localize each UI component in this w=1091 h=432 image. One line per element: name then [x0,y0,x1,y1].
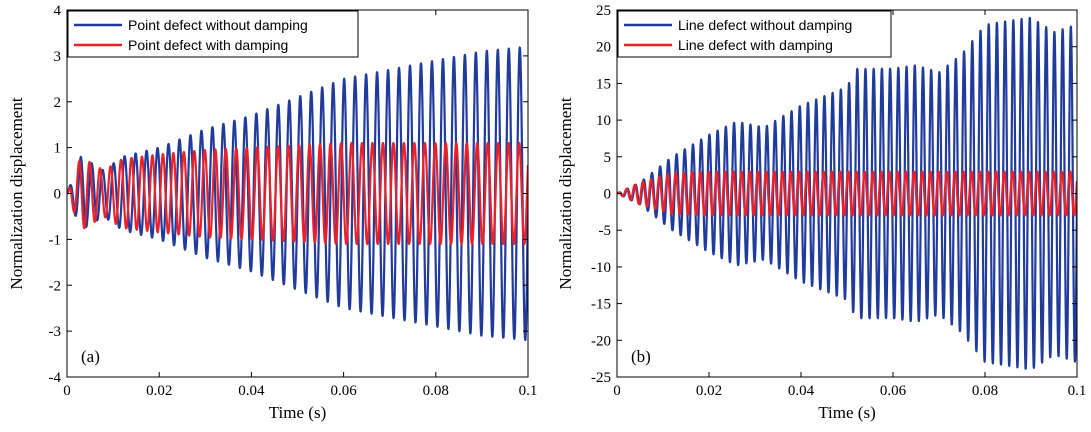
y-tick-label: 0 [54,187,62,203]
y-tick-label: 5 [604,150,612,166]
panel-label: (b) [631,347,651,366]
legend-box [67,10,359,58]
legend: Point defect without damping Point defect… [67,10,359,58]
legend: Line defect without damping Line defect w… [617,10,892,58]
x-tick-label: 0.04 [238,383,265,399]
chart-panel-2: 0 0.02 0.04 0.06 0.08 0.1 25 20 15 10 5 0 -5 -10 -15 -2… [556,3,1086,422]
y-tick-label: 20 [596,40,611,56]
x-axis-label: Time (s) [269,403,326,422]
y-tick-label: -3 [49,324,62,340]
y-tick-label: 4 [54,3,62,19]
series-line-2 [617,170,1077,217]
x-tick-label: 0 [63,383,71,399]
legend-entry: Line defect with damping [678,37,833,53]
series-line-2 [67,141,528,246]
y-tick-label: 10 [596,113,611,129]
y-tick-label: 1 [54,141,62,157]
x-tick-label: 0.1 [1068,383,1087,399]
legend-entry: Line defect without damping [678,17,852,33]
legend-box [617,10,892,58]
y-tick-label: 3 [54,49,62,65]
y-axis-label: Normalization displacement [7,97,26,289]
y-tick-label: -20 [591,333,611,349]
y-tick-label: -4 [49,370,62,386]
legend-entry: Point defect without damping [128,17,308,33]
y-tick-label: 2 [54,95,62,111]
x-tick-label: 0.06 [330,383,357,399]
chart-panel-1: 0 0.02 0.04 0.06 0.08 0.1 4 3 2 1 0 -1 -2 -3 -4 Time (s… [7,3,537,422]
x-tick-label: 0.02 [146,383,172,399]
y-tick-label: -15 [591,297,611,313]
x-tick-label: 0.08 [423,383,449,399]
x-tick-label: 0.1 [519,383,538,399]
y-tick-label: 25 [596,3,611,19]
y-tick-label: 15 [596,76,611,92]
y-tick-label: 0 [604,187,612,203]
y-tick-label: -1 [49,232,62,248]
y-tick-label: -2 [49,278,62,294]
x-tick-label: 0.06 [880,383,907,399]
x-axis-label: Time (s) [818,403,875,422]
y-tick-label: -25 [591,370,611,386]
y-tick-label: -10 [591,260,611,276]
panel-label: (a) [81,347,100,366]
x-tick-label: 0.02 [696,383,722,399]
y-axis-label: Normalization displacement [556,97,575,289]
x-tick-label: 0.04 [788,383,815,399]
legend-entry: Point defect with damping [128,37,288,53]
x-tick-label: 0.08 [972,383,998,399]
y-tick-label: -5 [599,223,612,239]
x-tick-label: 0 [613,383,621,399]
